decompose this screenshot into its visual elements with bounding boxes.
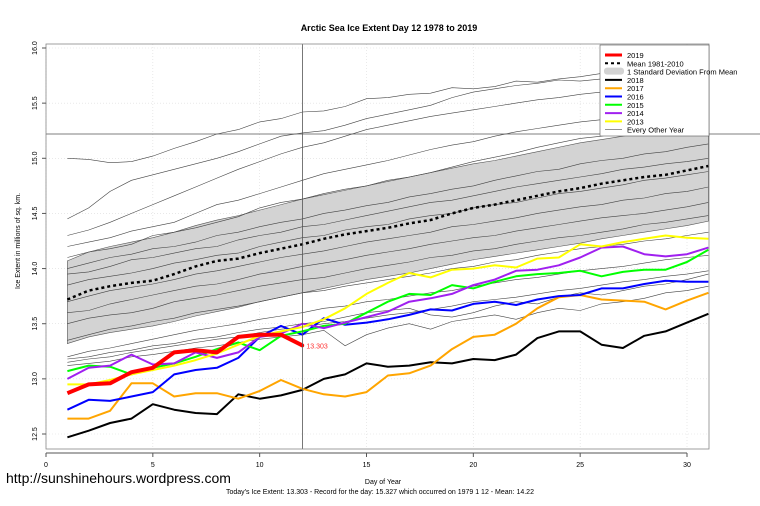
series-line-2013 xyxy=(67,234,709,386)
y-tick-label: 15.0 xyxy=(32,151,39,165)
legend-label: Every Other Year xyxy=(627,126,685,135)
axes: 0 5 10 15 20 25 30 12.5 13.0 13.5 14.0 14.5 15.0 15.5… xyxy=(32,41,710,469)
y-tick-label: 14.0 xyxy=(32,262,39,276)
every-other-year-line xyxy=(67,171,709,286)
x-tick-label: 5 xyxy=(151,462,155,469)
x-tick-label: 25 xyxy=(576,462,584,469)
series-lines xyxy=(66,234,709,439)
x-tick-label: 10 xyxy=(256,462,264,469)
every-other-year-line xyxy=(67,255,709,358)
legend-label: 2018 xyxy=(627,76,644,85)
every-other-year-line xyxy=(67,143,709,269)
x-tick-label: 30 xyxy=(683,462,691,469)
every-other-year-line xyxy=(67,202,709,313)
legend-label: Mean 1981-2010 xyxy=(627,59,684,68)
legend-label: 2016 xyxy=(627,93,644,102)
x-tick-label: 0 xyxy=(44,462,48,469)
series-line-2019 xyxy=(66,332,304,396)
y-tick-label: 16.0 xyxy=(32,41,39,55)
legend-swatch xyxy=(604,67,624,75)
y-tick-label: 13.5 xyxy=(32,317,39,331)
footer-text: Today's Ice Extent: 13.303 - Record for … xyxy=(226,489,534,496)
x-axis-label: Day of Year xyxy=(365,479,402,486)
legend-label: 2019 xyxy=(627,51,644,60)
watermark-url: http://sunshinehours.wordpress.com xyxy=(6,470,231,486)
legend-label: 1 Standard Deviation From Mean xyxy=(627,68,737,77)
series-line-2016 xyxy=(66,279,709,411)
x-tick-label: 20 xyxy=(469,462,477,469)
current-value-label: 13.303 xyxy=(306,343,328,350)
every-other-year-line xyxy=(67,270,709,363)
mean-line xyxy=(66,164,709,301)
y-tick-label: 14.5 xyxy=(32,207,39,221)
legend-label: 2014 xyxy=(627,109,644,118)
plot-frame xyxy=(45,43,710,450)
series-line-2017 xyxy=(67,291,709,420)
legend-label: 2013 xyxy=(627,117,644,126)
chart-title: Arctic Sea Ice Extent Day 12 1978 to 201… xyxy=(301,23,478,33)
every-other-year-line xyxy=(67,158,709,275)
series-line-2014 xyxy=(66,245,709,380)
legend-label: 2015 xyxy=(627,101,644,110)
y-tick-label: 12.5 xyxy=(32,427,39,441)
mean-line-group xyxy=(66,164,709,301)
y-tick-label: 13.0 xyxy=(32,372,39,386)
every-other-year-line xyxy=(67,215,709,324)
x-tick-label: 15 xyxy=(363,462,371,469)
legend-label: 2017 xyxy=(627,84,644,93)
y-axis-label: Ice Extent in millions of sq. km. xyxy=(15,193,22,289)
every-other-year-line xyxy=(67,186,709,302)
series-line-2018 xyxy=(67,312,709,439)
y-tick-label: 15.5 xyxy=(32,96,39,110)
